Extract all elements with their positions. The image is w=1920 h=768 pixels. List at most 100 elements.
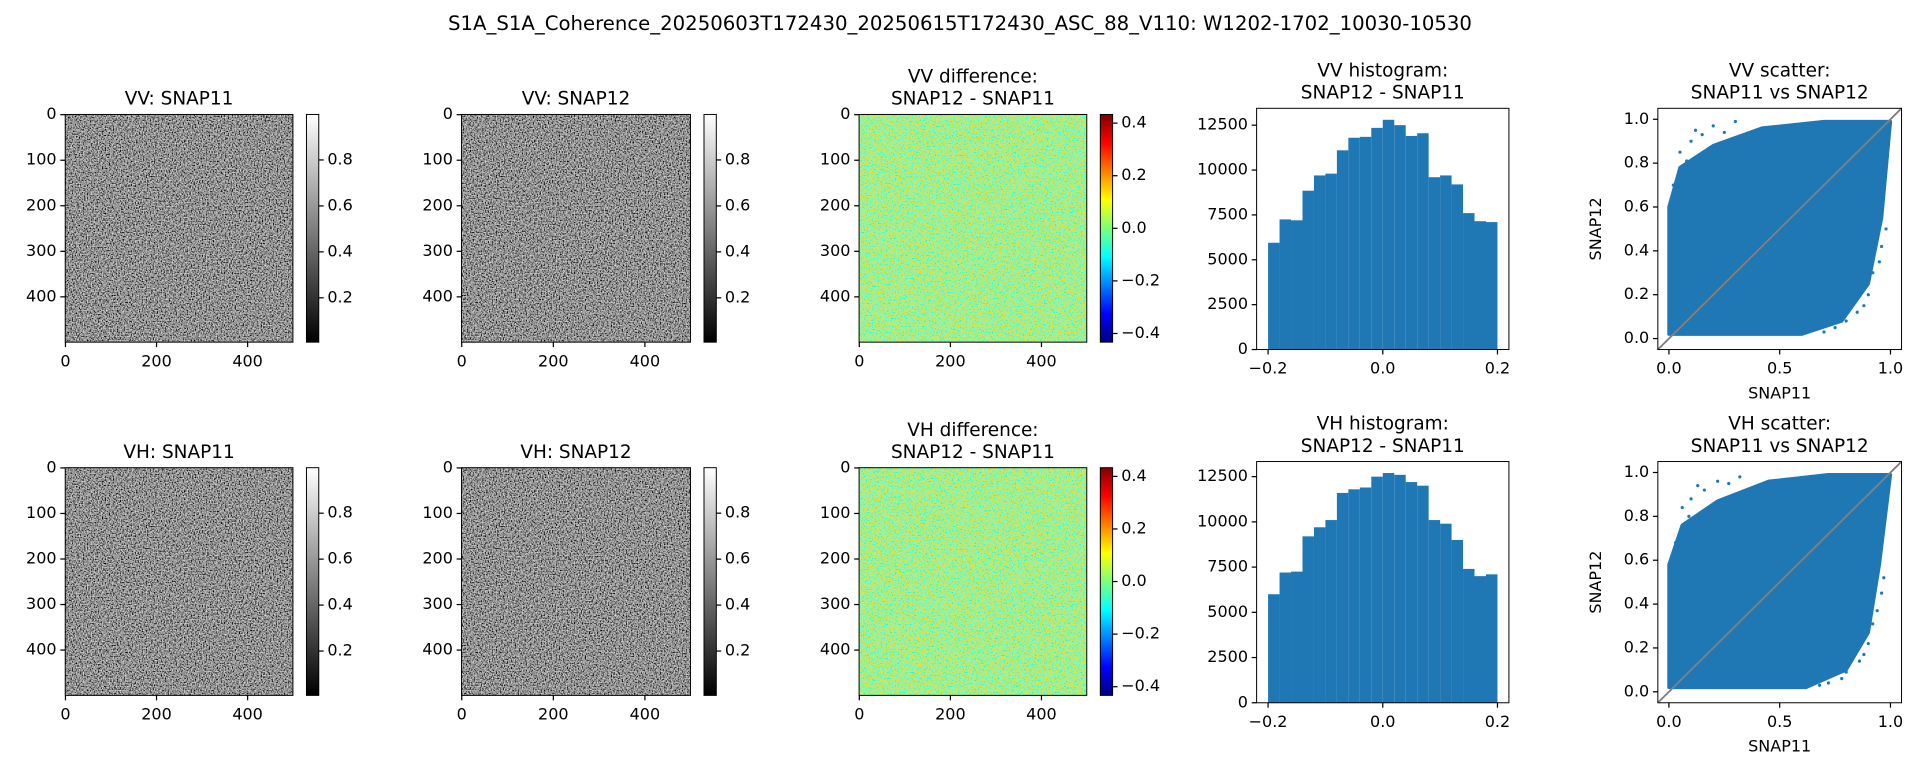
scatter-point xyxy=(1702,488,1706,492)
scatter-point xyxy=(1875,609,1879,613)
y-tick-label: 400 xyxy=(26,286,57,305)
x-tick-label: 200 xyxy=(141,705,172,724)
x-tick-label: 0 xyxy=(60,351,70,370)
x-tick-label: 1.0 xyxy=(1878,359,1903,378)
scatter-point xyxy=(1840,677,1844,681)
axes-frame xyxy=(64,467,294,696)
y-tick-label: 300 xyxy=(26,241,57,260)
y-tick-label: 100 xyxy=(820,503,851,522)
image xyxy=(65,467,293,696)
x-tick-label: 0.2 xyxy=(1485,359,1510,378)
histogram-bar xyxy=(1485,574,1498,703)
colorbar-tick-label: 0.4 xyxy=(1121,466,1146,485)
x-tick-label: 0 xyxy=(854,705,864,724)
axes-frame xyxy=(461,113,691,343)
x-tick-label: 200 xyxy=(141,351,172,370)
histogram-bar xyxy=(1268,242,1280,350)
histogram-bar xyxy=(1336,492,1349,703)
y-tick-label: 400 xyxy=(26,640,57,659)
y-tick-label: 1.0 xyxy=(1624,109,1649,128)
x-tick-label: 200 xyxy=(935,351,966,370)
axes-title: SNAP12 - SNAP11 xyxy=(891,442,1055,463)
axes-title: SNAP12 - SNAP11 xyxy=(891,89,1055,110)
scatter-point xyxy=(1844,319,1848,323)
y-tick-label: 7500 xyxy=(1207,204,1248,223)
scatter-point xyxy=(1693,128,1698,132)
x-tick-label: 200 xyxy=(538,705,569,724)
scatter-point xyxy=(1880,244,1884,249)
colorbar-tick-label: 0.8 xyxy=(327,149,352,168)
histogram-bar xyxy=(1405,482,1418,703)
axes-title: SNAP12 - SNAP11 xyxy=(1301,83,1465,104)
x-tick-label: 400 xyxy=(1026,705,1057,724)
x-tick-label: 200 xyxy=(935,705,966,724)
histogram-bar xyxy=(1474,576,1486,703)
histogram-bar xyxy=(1440,523,1452,703)
histogram-bar xyxy=(1371,476,1383,703)
histogram-bar xyxy=(1463,568,1475,703)
colorbar-tick-label: 0.4 xyxy=(327,241,352,260)
x-tick-label: 400 xyxy=(630,351,661,370)
histogram-bar xyxy=(1451,539,1464,703)
colorbar xyxy=(703,113,717,343)
x-tick-label: 200 xyxy=(538,351,569,370)
histogram-bar xyxy=(1313,527,1326,703)
axes-title: VV difference: xyxy=(908,67,1038,88)
y-tick-label: 0 xyxy=(443,104,453,123)
y-tick-label: 400 xyxy=(820,286,851,305)
histogram-bar xyxy=(1302,536,1314,703)
colorbar-tick-label: 0.4 xyxy=(725,241,750,260)
scatter-point xyxy=(1817,683,1822,687)
histogram-bar xyxy=(1440,175,1452,350)
x-tick-label: 400 xyxy=(232,351,263,370)
colorbar-tick-label: 0.8 xyxy=(725,503,750,522)
scatter-point xyxy=(1822,330,1826,334)
y-tick-label: 0.4 xyxy=(1624,594,1649,613)
y-tick-label: 0.6 xyxy=(1624,196,1649,215)
image xyxy=(65,114,293,343)
axes-title: VH difference: xyxy=(907,420,1038,441)
scatter-point xyxy=(1689,139,1693,143)
y-tick-label: 10000 xyxy=(1197,160,1248,179)
y-tick-label: 0 xyxy=(1238,339,1248,358)
histogram-bar xyxy=(1348,489,1360,703)
colorbar xyxy=(1099,467,1114,696)
scatter-point xyxy=(1844,670,1848,674)
axes-title: VH scatter: xyxy=(1728,414,1831,435)
axes-title: VV histogram: xyxy=(1317,60,1448,81)
colorbar-tick-label: −0.4 xyxy=(1121,676,1160,695)
y-tick-label: 0.2 xyxy=(1624,637,1649,656)
y-tick-label: 5000 xyxy=(1207,249,1248,268)
scatter-point xyxy=(1671,183,1675,187)
scatter-point xyxy=(1882,576,1886,580)
x-tick-label: 0 xyxy=(457,351,467,370)
y-tick-label: 200 xyxy=(820,195,851,214)
colorbar-tick-label: 0.4 xyxy=(1121,113,1146,132)
scatter-point xyxy=(1687,514,1691,518)
colorbar-tick-label: 0.2 xyxy=(1121,165,1146,184)
histogram-bar xyxy=(1382,119,1395,350)
colorbar xyxy=(703,467,717,696)
x-tick-label: 400 xyxy=(1026,351,1057,370)
y-tick-label: 7500 xyxy=(1207,557,1248,576)
image xyxy=(461,114,691,343)
y-tick-label: 0 xyxy=(840,457,850,476)
x-axis-label: SNAP11 xyxy=(1748,383,1811,402)
y-tick-label: 400 xyxy=(820,640,851,659)
y-tick-label: 0 xyxy=(46,457,56,476)
colorbar-tick-label: 0.6 xyxy=(327,195,352,214)
colorbar-tick-label: 0.2 xyxy=(1121,518,1146,537)
y-tick-label: 200 xyxy=(422,195,453,214)
scatter-point xyxy=(1678,150,1682,154)
y-tick-label: 100 xyxy=(422,503,453,522)
scatter-point xyxy=(1833,326,1837,330)
identity-line xyxy=(1657,460,1903,704)
scatter-point xyxy=(1711,124,1715,128)
x-tick-label: 400 xyxy=(232,705,263,724)
histogram-bar xyxy=(1268,594,1280,703)
y-tick-label: 100 xyxy=(26,503,57,522)
colorbar-tick-label: 0.2 xyxy=(327,641,352,660)
y-tick-label: 300 xyxy=(26,594,57,613)
